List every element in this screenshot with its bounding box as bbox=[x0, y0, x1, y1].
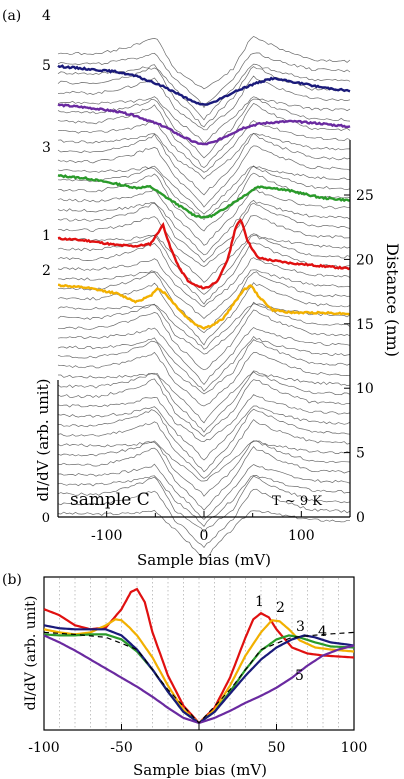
panel-a-right-tick-label: 20 bbox=[356, 252, 374, 268]
panel-b-dashed-curve bbox=[43, 631, 355, 724]
curve-label-1-b: 1 bbox=[255, 594, 264, 610]
background-spectrum bbox=[58, 408, 351, 473]
background-spectrum bbox=[57, 52, 351, 109]
panel-b-xticks: -100 -50 0 50 100 bbox=[28, 724, 367, 756]
panel-a-ylabel: dI/dV (arb. unit) bbox=[34, 379, 52, 502]
curve-label-4-a: 4 bbox=[42, 8, 51, 24]
background-spectrum bbox=[57, 202, 351, 263]
background-spectrum bbox=[57, 242, 351, 305]
background-spectrum bbox=[57, 102, 351, 169]
curve-label-5-a: 5 bbox=[42, 58, 51, 74]
background-spectrum bbox=[57, 371, 351, 433]
panel-a-xticks: -100 0 100 bbox=[91, 511, 315, 544]
background-spectrum bbox=[57, 35, 351, 90]
sample-label: sample C bbox=[70, 490, 150, 510]
panel-a-left-zero-tick: 0 bbox=[42, 511, 50, 526]
background-spectrum bbox=[57, 440, 351, 482]
background-spectrum bbox=[57, 463, 351, 520]
background-spectrum bbox=[57, 199, 351, 256]
background-spectrum bbox=[57, 120, 351, 173]
background-spectrum bbox=[57, 419, 351, 479]
curve-label-2-b: 2 bbox=[276, 600, 285, 616]
background-spectrum bbox=[57, 63, 351, 121]
background-spectrum bbox=[57, 394, 351, 442]
background-spectrum bbox=[57, 257, 351, 308]
panel-a-right-tick-label: 15 bbox=[356, 317, 374, 333]
background-spectrum bbox=[58, 309, 351, 371]
panel-a-xtick-label: -100 bbox=[91, 528, 122, 544]
spectrum-5 bbox=[57, 103, 351, 146]
background-spectrum bbox=[57, 327, 351, 386]
background-spectrum bbox=[57, 66, 351, 128]
background-spectrum bbox=[57, 165, 351, 221]
spectrum-1 bbox=[57, 218, 351, 290]
panel-b-ylabel: dI/dV (arb. unit) bbox=[23, 596, 39, 711]
panel-b-curves bbox=[43, 587, 355, 725]
background-spectrum bbox=[57, 269, 351, 319]
background-spectrum bbox=[57, 335, 351, 392]
panel-a-background-curves bbox=[57, 35, 351, 560]
background-spectrum bbox=[57, 378, 351, 437]
background-spectrum bbox=[57, 446, 351, 511]
panel-b-label: (b) bbox=[2, 572, 22, 588]
curve-label-3-a: 3 bbox=[42, 140, 51, 156]
curve-label-3-b: 3 bbox=[296, 619, 305, 635]
panel-b-xlabel: Sample bias (mV) bbox=[133, 761, 267, 779]
panel-a-right-axis-label: Distance (nm) bbox=[383, 243, 402, 357]
curve-label-2-a: 2 bbox=[42, 263, 51, 279]
panel-b-grid bbox=[59, 578, 339, 729]
panel-b-xtick-label: 50 bbox=[268, 740, 286, 756]
panel-a-highlight-curves bbox=[57, 64, 351, 331]
background-spectrum bbox=[57, 132, 351, 196]
panel-a-xtick-label: 100 bbox=[288, 528, 315, 544]
panel-b-xtick-label: 0 bbox=[195, 740, 204, 756]
panel-a-right-tick-label: 0 bbox=[356, 510, 365, 526]
background-spectrum bbox=[57, 440, 351, 497]
panel-b-xtick-label: -100 bbox=[28, 740, 59, 756]
background-spectrum bbox=[57, 233, 351, 283]
panel-a-xlabel: Sample bias (mV) bbox=[137, 551, 271, 569]
background-spectrum bbox=[57, 351, 351, 407]
panel-a-right-ticks: 0 5 10 15 20 25 bbox=[344, 188, 374, 526]
background-spectrum bbox=[57, 488, 351, 549]
background-spectrum bbox=[57, 339, 351, 395]
temperature-label: T ~ 9 K bbox=[272, 494, 322, 509]
background-spectrum bbox=[57, 271, 351, 334]
background-spectrum bbox=[57, 145, 351, 208]
panel-b: (b) -100 -50 0 50 100 dI/dV (arb. unit) Samp… bbox=[2, 572, 367, 779]
spectrum-2 bbox=[57, 283, 351, 331]
background-spectrum bbox=[57, 301, 351, 355]
background-spectrum bbox=[57, 188, 350, 246]
curve-label-4-b: 4 bbox=[318, 624, 327, 640]
background-spectrum bbox=[57, 475, 351, 533]
background-spectrum bbox=[57, 165, 351, 215]
spectrum-3 bbox=[57, 174, 351, 219]
background-spectrum bbox=[57, 75, 351, 131]
panel-a-xtick-label: 0 bbox=[200, 528, 209, 544]
background-spectrum bbox=[57, 475, 351, 527]
panel-a-right-tick-label: 10 bbox=[356, 381, 374, 397]
background-spectrum bbox=[58, 370, 351, 424]
background-spectrum bbox=[57, 133, 351, 180]
background-spectrum bbox=[57, 405, 351, 461]
background-spectrum bbox=[57, 215, 351, 267]
curve-label-1-a: 1 bbox=[42, 228, 51, 244]
background-spectrum bbox=[57, 234, 351, 295]
curve-label-5-b: 5 bbox=[295, 668, 304, 684]
panel-b-xtick-label: 100 bbox=[341, 740, 368, 756]
panel-a-right-tick-label: 5 bbox=[356, 446, 365, 462]
panel-a-right-tick-label: 25 bbox=[356, 188, 374, 204]
spectrum-4 bbox=[57, 64, 351, 106]
background-spectrum bbox=[57, 282, 351, 346]
panel-a-label: (a) bbox=[2, 8, 21, 24]
panel-b-xtick-label: -50 bbox=[110, 740, 133, 756]
